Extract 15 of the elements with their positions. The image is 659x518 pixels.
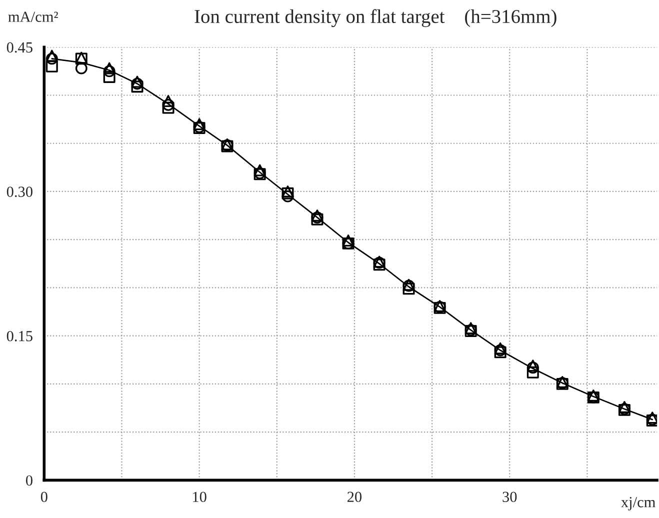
chart-title: Ion current density on flat target (h=316mm) [194, 9, 556, 28]
point [342, 234, 354, 247]
y-tick-label: 0 [26, 475, 32, 486]
x-axis-title: xj/cm [621, 497, 656, 510]
y-tick-label: 0.45 [6, 42, 32, 53]
x-tick-label: 0 [40, 492, 48, 502]
x-tick-label: 10 [193, 492, 206, 502]
point [254, 164, 266, 176]
x-tick-label: 30 [502, 492, 517, 502]
point [103, 62, 116, 74]
y-axis-title: mA/cm² [8, 12, 58, 22]
point [193, 118, 206, 130]
x-tick-label: 20 [348, 492, 362, 502]
y-tick-label: 0.15 [6, 330, 32, 342]
y-tick-label: 0.30 [6, 186, 32, 198]
